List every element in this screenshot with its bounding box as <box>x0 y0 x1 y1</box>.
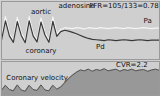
svg-text:Coronary velocity: Coronary velocity <box>6 74 68 82</box>
svg-text:aortic: aortic <box>31 8 51 16</box>
svg-text:adenosine: adenosine <box>58 2 95 11</box>
svg-text:FFR=105/133=0.78: FFR=105/133=0.78 <box>89 2 158 10</box>
svg-text:coronary: coronary <box>26 47 57 55</box>
svg-text:Pd: Pd <box>96 43 105 51</box>
svg-text:Pa: Pa <box>144 17 152 25</box>
svg-text:CVR=2.2: CVR=2.2 <box>116 61 148 69</box>
